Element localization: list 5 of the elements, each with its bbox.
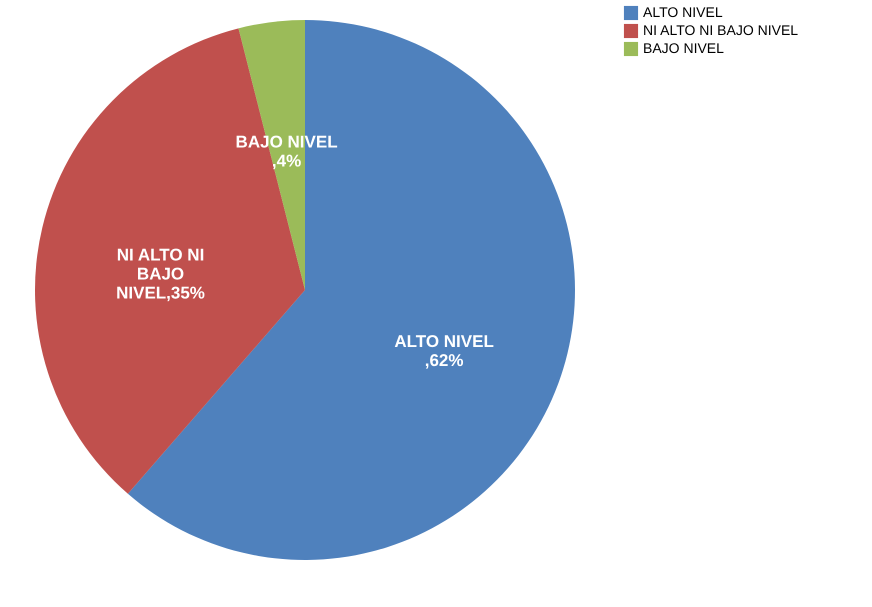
data-label: ALTO NIVEL ,62% bbox=[394, 332, 494, 370]
legend-label: BAJO NIVEL bbox=[643, 40, 724, 56]
legend-label: ALTO NIVEL bbox=[643, 4, 723, 20]
data-label: NI ALTO NI BAJO NIVEL,35% bbox=[116, 246, 205, 303]
legend-label: NI ALTO NI BAJO NIVEL bbox=[643, 22, 798, 38]
